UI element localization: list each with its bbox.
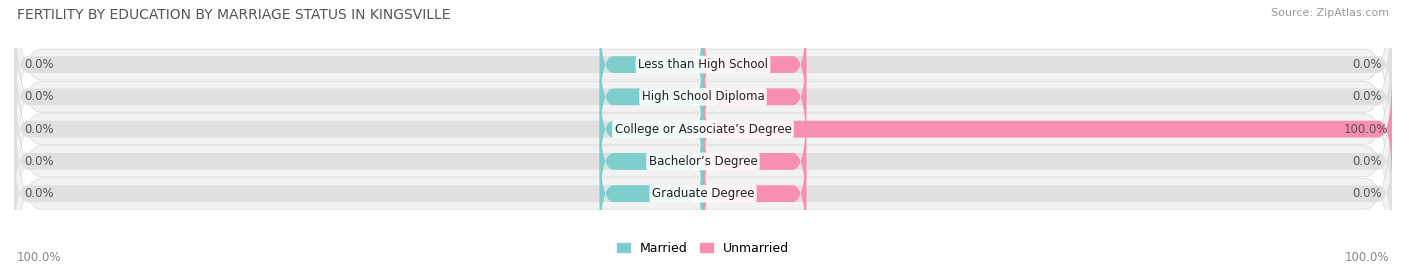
Text: FERTILITY BY EDUCATION BY MARRIAGE STATUS IN KINGSVILLE: FERTILITY BY EDUCATION BY MARRIAGE STATU… <box>17 8 450 22</box>
FancyBboxPatch shape <box>14 105 703 218</box>
FancyBboxPatch shape <box>14 73 703 185</box>
Text: High School Diploma: High School Diploma <box>641 90 765 103</box>
Text: College or Associate’s Degree: College or Associate’s Degree <box>614 123 792 136</box>
Text: Source: ZipAtlas.com: Source: ZipAtlas.com <box>1271 8 1389 18</box>
FancyBboxPatch shape <box>14 48 1392 269</box>
FancyBboxPatch shape <box>14 8 703 121</box>
Text: 0.0%: 0.0% <box>1353 90 1382 103</box>
Text: 100.0%: 100.0% <box>1344 123 1389 136</box>
Text: 0.0%: 0.0% <box>24 58 53 71</box>
Text: 0.0%: 0.0% <box>1353 187 1382 200</box>
Text: Graduate Degree: Graduate Degree <box>652 187 754 200</box>
FancyBboxPatch shape <box>14 16 1392 243</box>
FancyBboxPatch shape <box>703 41 1392 153</box>
Text: 0.0%: 0.0% <box>24 155 53 168</box>
FancyBboxPatch shape <box>703 137 1392 250</box>
Text: 100.0%: 100.0% <box>1344 251 1389 264</box>
FancyBboxPatch shape <box>14 0 1392 178</box>
FancyBboxPatch shape <box>703 105 1392 218</box>
FancyBboxPatch shape <box>703 73 1392 185</box>
Text: Bachelor’s Degree: Bachelor’s Degree <box>648 155 758 168</box>
FancyBboxPatch shape <box>703 8 807 121</box>
Legend: Married, Unmarried: Married, Unmarried <box>612 237 794 260</box>
Text: 0.0%: 0.0% <box>1353 155 1382 168</box>
Text: 100.0%: 100.0% <box>17 251 62 264</box>
FancyBboxPatch shape <box>14 0 1392 210</box>
FancyBboxPatch shape <box>703 105 807 218</box>
FancyBboxPatch shape <box>599 8 703 121</box>
FancyBboxPatch shape <box>703 8 1392 121</box>
FancyBboxPatch shape <box>599 137 703 250</box>
FancyBboxPatch shape <box>703 41 807 153</box>
FancyBboxPatch shape <box>599 73 703 185</box>
Text: 0.0%: 0.0% <box>24 90 53 103</box>
FancyBboxPatch shape <box>14 80 1392 269</box>
Text: 0.0%: 0.0% <box>24 123 53 136</box>
FancyBboxPatch shape <box>599 105 703 218</box>
Text: 0.0%: 0.0% <box>24 187 53 200</box>
Text: 0.0%: 0.0% <box>1353 58 1382 71</box>
Text: Less than High School: Less than High School <box>638 58 768 71</box>
FancyBboxPatch shape <box>14 41 703 153</box>
FancyBboxPatch shape <box>703 73 1392 185</box>
FancyBboxPatch shape <box>14 137 703 250</box>
FancyBboxPatch shape <box>599 41 703 153</box>
FancyBboxPatch shape <box>703 137 807 250</box>
